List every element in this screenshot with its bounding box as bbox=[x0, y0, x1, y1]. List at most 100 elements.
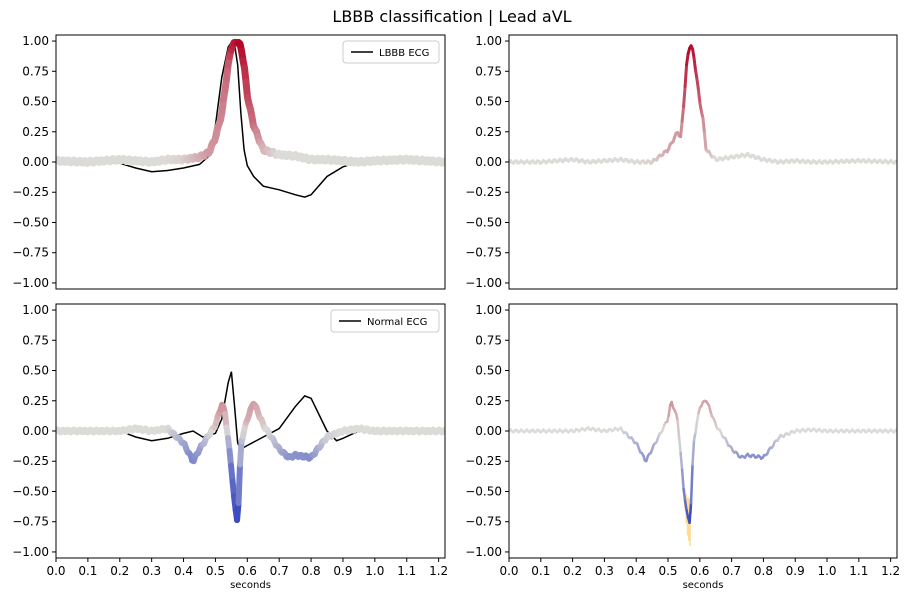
x-tick-label: 0.1 bbox=[78, 564, 97, 578]
attribution-segment bbox=[697, 413, 698, 422]
x-tick-label: 0.9 bbox=[786, 564, 805, 578]
attribution-segment bbox=[682, 470, 683, 489]
y-tick-label: 0.50 bbox=[475, 364, 502, 378]
attribution-segment bbox=[240, 441, 241, 464]
x-tick-label: 0.9 bbox=[333, 564, 352, 578]
attribution-segment bbox=[678, 420, 679, 438]
attribution-segment bbox=[682, 106, 683, 121]
x-tick-label: 1.2 bbox=[881, 564, 900, 578]
y-tick-label: 0.00 bbox=[22, 155, 49, 169]
y-tick-label: 0.75 bbox=[22, 64, 49, 78]
x-tick-label: 0.7 bbox=[270, 564, 289, 578]
legend: LBBB ECG bbox=[343, 41, 439, 63]
y-tick-label: −0.50 bbox=[12, 484, 49, 498]
y-tick-label: 0.25 bbox=[22, 394, 49, 408]
y-tick-label: 0.75 bbox=[475, 333, 502, 347]
y-tick-label: −0.50 bbox=[465, 484, 502, 498]
y-tick-label: 0.25 bbox=[475, 125, 502, 139]
plot-area bbox=[56, 372, 445, 520]
attribution-segment bbox=[679, 438, 680, 453]
x-tick-label: 0.0 bbox=[499, 564, 518, 578]
y-tick-label: 0.50 bbox=[22, 95, 49, 109]
y-tick-label: 0.25 bbox=[22, 125, 49, 139]
x-tick-label: 1.0 bbox=[365, 564, 384, 578]
y-tick-label: 0.75 bbox=[22, 333, 49, 347]
x-tick-label: 0.3 bbox=[142, 564, 161, 578]
legend-label: LBBB ECG bbox=[379, 48, 429, 59]
y-tick-label: −1.00 bbox=[12, 545, 49, 559]
attribution-segment bbox=[684, 489, 685, 501]
y-tick-label: 0.00 bbox=[22, 424, 49, 438]
y-tick-label: −0.50 bbox=[12, 215, 49, 229]
attribution-segment bbox=[685, 65, 686, 87]
attribution-segment bbox=[669, 405, 670, 415]
plot-area bbox=[509, 401, 897, 546]
y-tick-label: 0.75 bbox=[475, 64, 502, 78]
y-tick-label: 0.50 bbox=[475, 95, 502, 109]
y-tick-label: 0.50 bbox=[22, 364, 49, 378]
x-tick-label: 0.5 bbox=[658, 564, 677, 578]
attribution-segment bbox=[687, 54, 688, 65]
x-tick-label: 1.0 bbox=[817, 564, 836, 578]
x-tick-label: 0.8 bbox=[754, 564, 773, 578]
x-tick-label: 0.2 bbox=[110, 564, 129, 578]
y-tick-label: −0.25 bbox=[465, 185, 502, 199]
plot-area bbox=[56, 42, 445, 197]
y-tick-label: −1.00 bbox=[465, 545, 502, 559]
y-tick-label: 1.00 bbox=[475, 34, 502, 48]
x-tick-label: 0.6 bbox=[690, 564, 709, 578]
figure-title: LBBB classification | Lead aVL bbox=[332, 7, 571, 26]
x-tick-label: 0.2 bbox=[563, 564, 582, 578]
y-tick-label: −0.75 bbox=[465, 515, 502, 529]
y-tick-label: 1.00 bbox=[475, 303, 502, 317]
attribution-segment bbox=[699, 91, 700, 104]
attribution-segment bbox=[696, 422, 697, 433]
y-tick-label: −0.75 bbox=[12, 246, 49, 260]
x-tick-label: 0.5 bbox=[206, 564, 225, 578]
attribution-segment bbox=[684, 87, 685, 107]
attribution-segment bbox=[239, 464, 240, 503]
y-tick-label: −1.00 bbox=[12, 276, 49, 290]
y-tick-label: 0.00 bbox=[475, 155, 502, 169]
y-tick-label: −0.75 bbox=[465, 246, 502, 260]
x-tick-label: 1.2 bbox=[429, 564, 448, 578]
x-tick-label: 0.4 bbox=[627, 564, 646, 578]
attribution-segment bbox=[691, 464, 692, 503]
x-tick-label: 1.1 bbox=[849, 564, 868, 578]
y-tick-label: 1.00 bbox=[22, 34, 49, 48]
attribution-segment bbox=[685, 501, 686, 510]
x-axis-label: seconds bbox=[683, 580, 724, 591]
panel-top-right: 1.00 0.75 0.50 0.25 0.00 −0.25 −0.50 −0.75 −1.00 bbox=[465, 34, 897, 290]
y-tick-label: −1.00 bbox=[465, 276, 502, 290]
x-tick-label: 0.6 bbox=[238, 564, 257, 578]
attribution-segment bbox=[694, 58, 695, 70]
x-tick-label: 0.1 bbox=[531, 564, 550, 578]
attribution-segment bbox=[704, 133, 705, 149]
x-tick-label: 0.8 bbox=[302, 564, 321, 578]
attribution-segment bbox=[697, 80, 698, 91]
plot-area bbox=[509, 46, 897, 164]
attribution-segment bbox=[681, 453, 682, 470]
legend-label: Normal ECG bbox=[367, 317, 427, 328]
x-tick-label: 0.7 bbox=[722, 564, 741, 578]
x-tick-label: 1.1 bbox=[397, 564, 416, 578]
x-tick-label: 0.3 bbox=[595, 564, 614, 578]
x-tick-label: 0.4 bbox=[174, 564, 193, 578]
attribution-segment bbox=[703, 118, 704, 133]
panel-top-left: 1.00 0.75 0.50 0.25 0.00 −0.25 −0.50 −0.75 −1.00… bbox=[12, 34, 445, 290]
x-tick-label: 0.0 bbox=[46, 564, 65, 578]
x-axis-label: seconds bbox=[230, 580, 271, 591]
y-tick-label: −0.50 bbox=[465, 215, 502, 229]
y-tick-label: 0.25 bbox=[475, 394, 502, 408]
y-tick-label: 0.00 bbox=[475, 424, 502, 438]
legend: Normal ECG bbox=[331, 310, 439, 332]
attribution-segment bbox=[693, 440, 694, 464]
y-tick-label: −0.25 bbox=[12, 185, 49, 199]
y-tick-label: −0.75 bbox=[12, 515, 49, 529]
attribution-segment bbox=[690, 503, 691, 523]
y-tick-label: −0.25 bbox=[465, 454, 502, 468]
y-tick-label: −0.25 bbox=[12, 454, 49, 468]
panel-bottom-right: 1.00 0.75 0.50 0.25 0.00 −0.25 −0.50 −0.75 −1.00… bbox=[465, 303, 900, 591]
panel-bottom-left: 1.000.750.500.250.00−0.25−0.50−0.75−1.00… bbox=[12, 303, 448, 591]
